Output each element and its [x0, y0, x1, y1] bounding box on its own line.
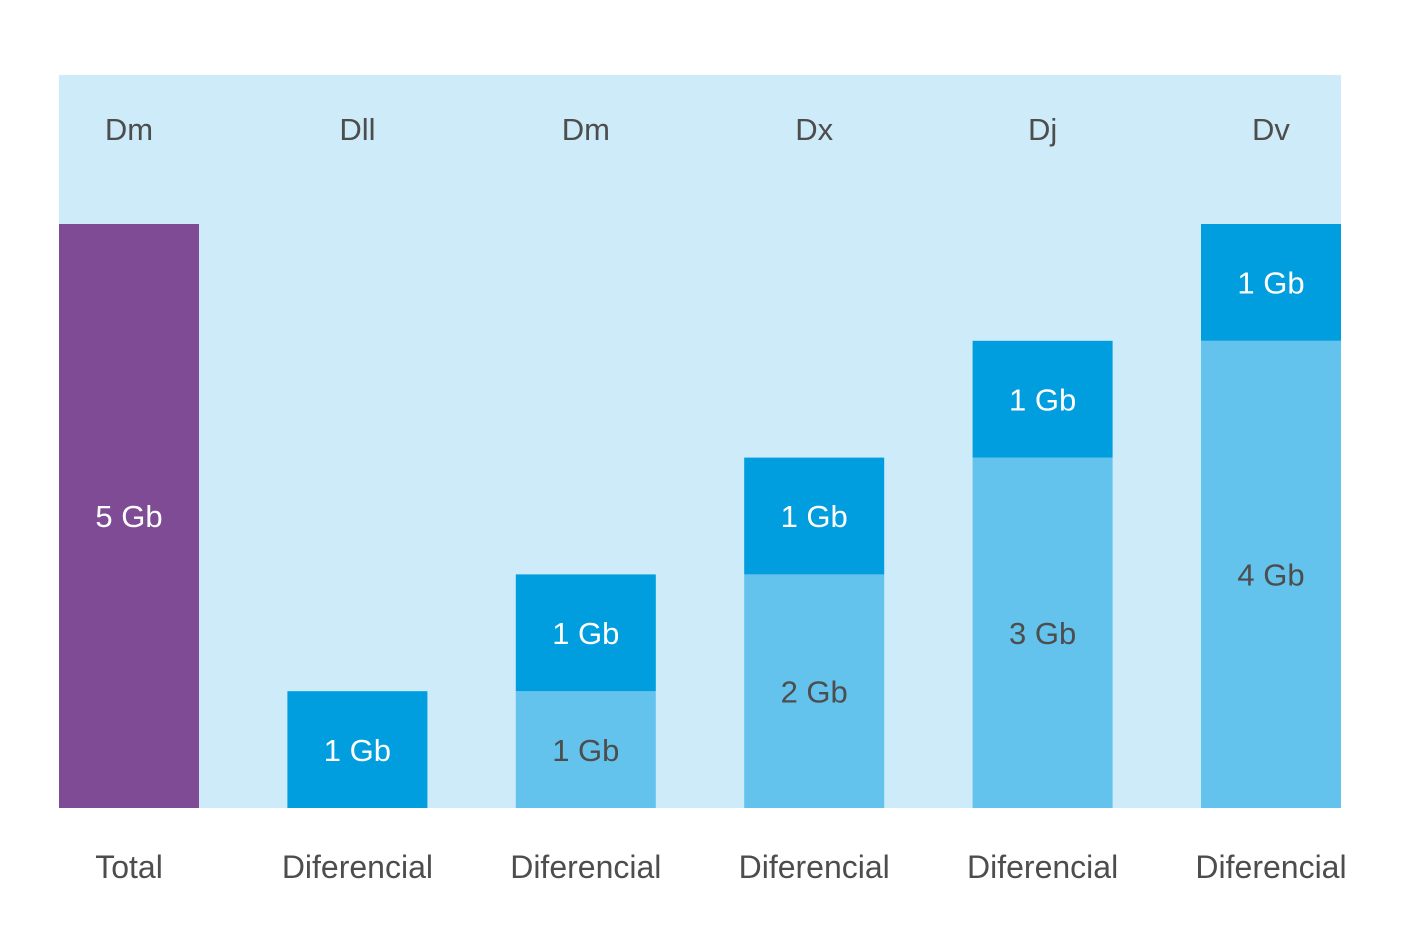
data-label: 1 Gb: [324, 733, 391, 768]
data-label: 2 Gb: [781, 674, 848, 709]
category-label: Dx: [795, 112, 833, 147]
bar-segment: [744, 574, 885, 808]
bottom-label: Diferencial: [1195, 849, 1346, 885]
labels-layer: 5 Gb Dm Total 1 Gb Dll Diferencial 1 Gb 1 Gb Dm D…: [95, 112, 1346, 885]
data-label: 3 Gb: [1009, 616, 1076, 651]
data-label: 1 Gb: [781, 499, 848, 534]
data-label: 4 Gb: [1237, 558, 1304, 593]
category-label: Dv: [1252, 112, 1290, 147]
bars-layer: [59, 224, 1341, 808]
bar-segment: [972, 340, 1113, 458]
bottom-label: Total: [95, 849, 163, 885]
bottom-label: Diferencial: [282, 849, 433, 885]
data-label: 1 Gb: [1009, 382, 1076, 417]
bar-segment: [1201, 340, 1341, 808]
data-label: 5 Gb: [95, 499, 162, 534]
data-label: 1 Gb: [552, 733, 619, 768]
bottom-label: Diferencial: [967, 849, 1118, 885]
bar-segment: [515, 574, 656, 692]
data-label: 1 Gb: [552, 616, 619, 651]
bottom-label: Diferencial: [510, 849, 661, 885]
bar-segment: [972, 457, 1113, 808]
bar-segment: [744, 457, 885, 575]
bar-segment: [1201, 224, 1341, 341]
category-label: Dm: [105, 112, 153, 147]
bar-segment: [515, 691, 656, 808]
chart-panel: [59, 75, 1341, 808]
bottom-label: Diferencial: [739, 849, 890, 885]
category-label: Dll: [339, 112, 375, 147]
category-label: Dj: [1028, 112, 1057, 147]
data-label: 1 Gb: [1237, 266, 1304, 301]
bar-segment: [59, 224, 199, 808]
category-label: Dm: [562, 112, 610, 147]
bar-segment: [287, 691, 428, 808]
